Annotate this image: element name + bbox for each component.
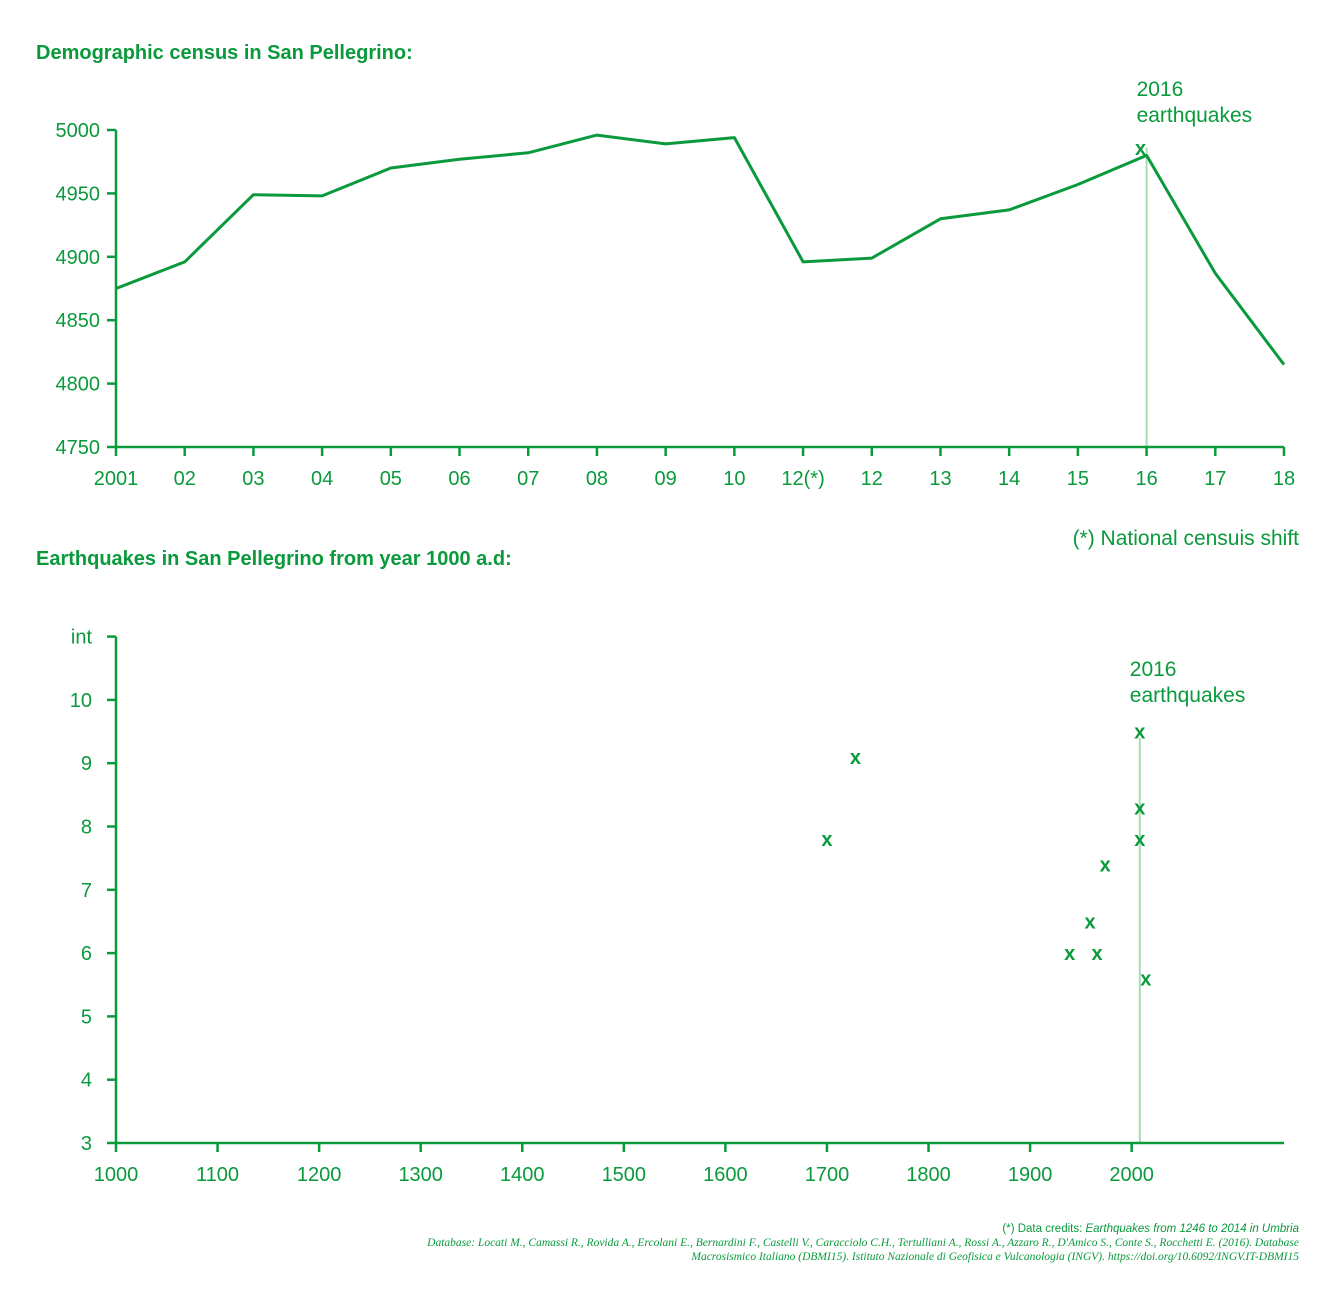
x-tick-label: 10 [723, 468, 745, 490]
x-tick-label: 07 [517, 468, 539, 490]
annotation-label-text: earthquakes [1137, 104, 1253, 127]
census-line-chart: 4750 4800 4850 4900 4950 5000 2001 02 03 04 05 06 07… [56, 78, 1296, 490]
x-tick-label: 04 [311, 468, 333, 490]
x-tick-label: 16 [1135, 468, 1157, 490]
y-tick-label: 4800 [56, 374, 101, 396]
x-tick-label: 12 [861, 468, 883, 490]
x-tick-label: 1300 [398, 1164, 443, 1186]
x-tick-label: 15 [1067, 468, 1089, 490]
annotation-label-year: 2016 [1137, 78, 1184, 101]
x-tick-label: 1200 [297, 1164, 342, 1186]
y-tick-label: 3 [81, 1133, 92, 1155]
y-tick-label: 4950 [56, 183, 101, 205]
earthquake-point: x [1100, 854, 1111, 876]
census-shift-note: (*) National censuis shift [1072, 527, 1299, 550]
annotation-label-year: 2016 [1130, 658, 1177, 681]
earthquake-point: x [850, 747, 861, 769]
credits-lead: (*) Data credits: [1002, 1223, 1086, 1235]
annotation-marker: x [1135, 138, 1146, 160]
x-tick-label: 1100 [196, 1164, 239, 1186]
x-tick-label: 2000 [1109, 1164, 1154, 1186]
credits-line-3: Macrosismico Italiano (DBMI15). Istituto… [691, 1251, 1299, 1263]
y-tick-label: 4850 [56, 310, 101, 332]
x-tick-label: 1900 [1008, 1164, 1053, 1186]
earthquake-point: x [1092, 943, 1103, 965]
x-tick-label: 1700 [805, 1164, 850, 1186]
x-tick-label: 2001 [94, 468, 139, 490]
x-tick-label: 05 [380, 468, 402, 490]
y-tick-label: 9 [81, 753, 92, 775]
x-tick-label: 12(*) [781, 468, 824, 490]
y-tick-label: 6 [81, 943, 92, 965]
x-tick-label: 09 [655, 468, 677, 490]
x-tick-label: 18 [1273, 468, 1295, 490]
y-axis-label: int [71, 627, 93, 649]
x-tick-label: 1600 [703, 1164, 748, 1186]
x-tick-label: 14 [998, 468, 1020, 490]
earthquake-point: x [1084, 911, 1095, 933]
credits-lead-italic: Earthquakes from 1246 to 2014 in Umbria [1085, 1223, 1299, 1235]
y-tick-label: 10 [70, 690, 92, 712]
y-tick-label: 5 [81, 1006, 92, 1028]
earthquake-point: x [1134, 829, 1145, 851]
earthquake-point: x [1134, 798, 1145, 820]
earthquake-chart-title: Earthquakes in San Pellegrino from year … [36, 548, 512, 570]
earthquake-point: x [821, 829, 832, 851]
x-tick-label: 06 [448, 468, 470, 490]
y-tick-label: 4900 [56, 247, 101, 269]
x-tick-label: 02 [174, 468, 196, 490]
census-chart-title: Demographic census in San Pellegrino: [36, 42, 413, 64]
y-tick-label: 4750 [56, 437, 101, 459]
x-tick-label: 13 [929, 468, 951, 490]
y-tick-label: 7 [81, 880, 92, 902]
earthquake-point: x [1140, 968, 1151, 990]
credits-line-2: Database: Locati M., Camassi R., Rovida … [427, 1237, 1299, 1249]
x-tick-label: 03 [242, 468, 264, 490]
annotation-label-text: earthquakes [1130, 684, 1246, 707]
x-tick-label: 17 [1204, 468, 1226, 490]
y-tick-label: 4 [81, 1070, 92, 1092]
x-tick-label: 1800 [906, 1164, 951, 1186]
x-tick-label: 08 [586, 468, 608, 490]
earthquake-point: x [1134, 722, 1145, 744]
data-credits: (*) Data credits: Earthquakes from 1246 … [99, 1222, 1299, 1264]
y-tick-label: 8 [81, 817, 92, 839]
census-line [115, 133, 1286, 366]
y-tick-label: 5000 [56, 120, 101, 142]
x-tick-label: 1500 [602, 1164, 647, 1186]
earthquake-point: x [1064, 943, 1075, 965]
x-tick-label: 1400 [500, 1164, 545, 1186]
x-tick-label: 1000 [94, 1164, 139, 1186]
earthquake-scatter-chart: int 3 4 5 6 7 8 9 10 1000 1100 1200 1300 1400 1500 1600… [70, 627, 1284, 1186]
